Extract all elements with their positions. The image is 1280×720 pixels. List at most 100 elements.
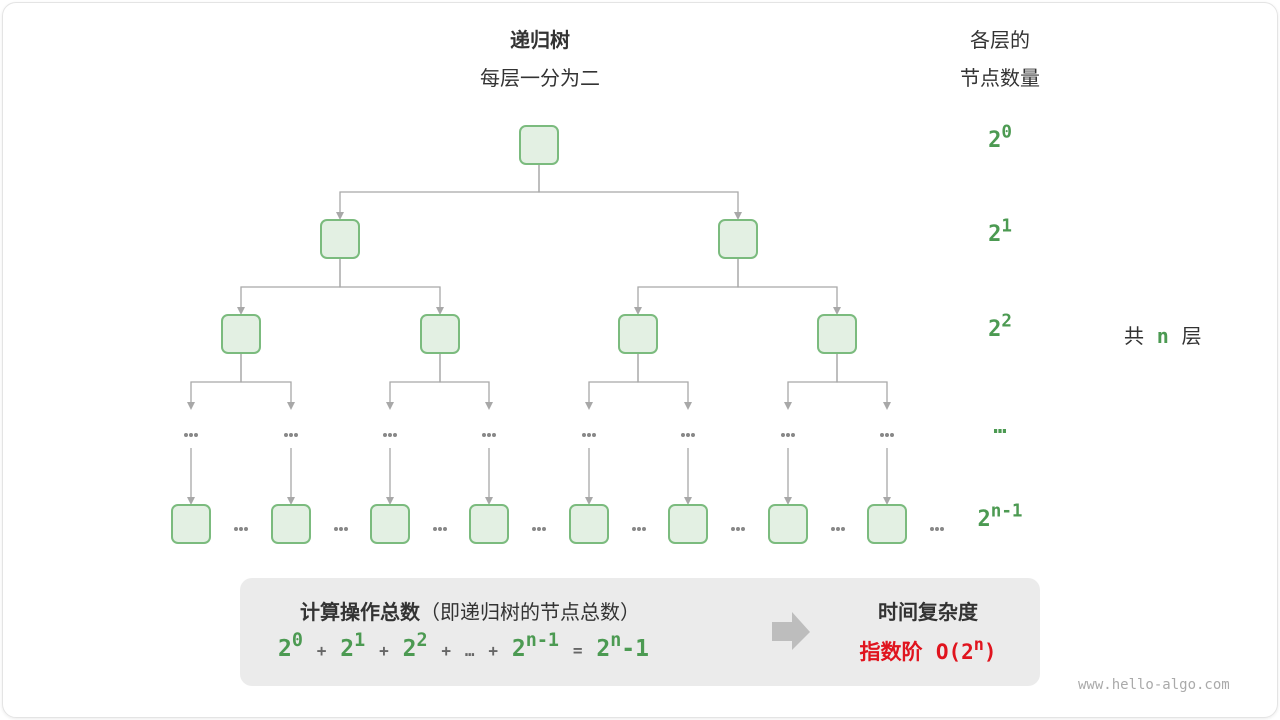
ellipsis-dot — [786, 433, 790, 437]
arrow-head — [734, 212, 742, 220]
arrow-head — [883, 402, 891, 410]
tree-node — [817, 314, 857, 354]
tree-edge — [538, 164, 739, 213]
tree-edge — [240, 258, 341, 308]
ellipsis-dot — [681, 433, 685, 437]
arrow-head — [237, 307, 245, 315]
arrow-head — [784, 497, 792, 505]
complexity-heading: 时间复杂度 — [878, 600, 978, 624]
ellipsis-dot — [637, 527, 641, 531]
total-layers-label: 共 n 层 — [1124, 324, 1202, 348]
ellipsis-dot — [686, 433, 690, 437]
ellipsis-dot — [935, 527, 939, 531]
tree-node — [569, 504, 609, 544]
tree-edge — [637, 353, 689, 403]
level-count-ellipsis: … — [993, 414, 1007, 439]
ellipsis-dot — [443, 527, 447, 531]
arrow-head — [386, 497, 394, 505]
ellipsis-dot — [587, 433, 591, 437]
arrow-head — [386, 402, 394, 410]
tree-node — [221, 314, 261, 354]
arrow-head — [684, 497, 692, 505]
ellipsis-dot — [880, 433, 884, 437]
ellipsis-dot — [791, 433, 795, 437]
ellipsis-dot — [532, 527, 536, 531]
ellipsis-dot — [339, 527, 343, 531]
ellipsis-dot — [582, 433, 586, 437]
ellipsis-dot — [284, 433, 288, 437]
complexity-value: 指数阶 O(2n) — [859, 633, 997, 664]
tree-node — [618, 314, 658, 354]
ellipsis-dot — [393, 433, 397, 437]
ellipsis-dot — [841, 527, 845, 531]
tree-edge — [339, 258, 441, 308]
arrow-head — [485, 402, 493, 410]
ellipsis-dot — [492, 433, 496, 437]
arrow-head — [684, 402, 692, 410]
tree-node — [768, 504, 808, 544]
level-count-last: 2n-1 — [977, 501, 1023, 532]
count-title-1: 各层的 — [970, 28, 1030, 52]
tree-edge — [339, 164, 540, 213]
ellipsis-dot — [836, 527, 840, 531]
arrow-head — [784, 402, 792, 410]
ellipsis-dot — [691, 433, 695, 437]
tree-edge — [787, 353, 838, 403]
tree-node — [370, 504, 410, 544]
ellipsis-dot — [885, 433, 889, 437]
ellipsis-dot — [184, 433, 188, 437]
tree-node — [519, 125, 559, 165]
arrow-head — [436, 307, 444, 315]
ellipsis-dot — [234, 527, 238, 531]
tree-node — [320, 219, 360, 259]
arrow-head — [634, 307, 642, 315]
ellipsis-dot — [741, 527, 745, 531]
arrow-head — [187, 497, 195, 505]
ellipsis-dot — [736, 527, 740, 531]
arrow-head — [485, 497, 493, 505]
ellipsis-dot — [334, 527, 338, 531]
ellipsis-dot — [294, 433, 298, 437]
tree-edge — [737, 258, 838, 308]
ellipsis-dot — [592, 433, 596, 437]
ellipsis-dot — [930, 527, 934, 531]
ellipsis-dot — [244, 527, 248, 531]
ellipsis-dot — [831, 527, 835, 531]
arrow-head — [287, 402, 295, 410]
ellipsis-dot — [344, 527, 348, 531]
ellipsis-dot — [632, 527, 636, 531]
arrow-head — [585, 402, 593, 410]
diagram-title: 递归树 — [510, 28, 570, 52]
ellipsis-dot — [189, 433, 193, 437]
ellipsis-dot — [194, 433, 198, 437]
ellipsis-dot — [487, 433, 491, 437]
tree-edge — [240, 353, 292, 403]
tree-edge — [389, 353, 441, 403]
ellipsis-dot — [537, 527, 541, 531]
tree-node — [420, 314, 460, 354]
arrow-head — [883, 497, 891, 505]
ellipsis-dot — [482, 433, 486, 437]
ellipsis-dot — [890, 433, 894, 437]
ellipsis-dot — [433, 527, 437, 531]
count-title-2: 节点数量 — [960, 66, 1040, 90]
ops-heading: 计算操作总数（即递归树的节点总数） — [300, 600, 640, 624]
level-count-2: 22 — [988, 311, 1012, 342]
ellipsis-dot — [239, 527, 243, 531]
tree-edge — [190, 353, 242, 403]
tree-node — [867, 504, 907, 544]
ellipsis-dot — [438, 527, 442, 531]
summary-box — [240, 578, 1040, 686]
ellipsis-dot — [940, 527, 944, 531]
tree-node — [668, 504, 708, 544]
tree-edge — [439, 353, 490, 403]
ops-formula: 20 + 21 + 22 + … + 2n-1 = 2n-1 — [278, 629, 649, 662]
diagram-subtitle: 每层一分为二 — [480, 66, 600, 90]
level-count-1: 21 — [988, 216, 1012, 247]
ellipsis-dot — [731, 527, 735, 531]
ellipsis-dot — [781, 433, 785, 437]
tree-node — [469, 504, 509, 544]
arrow-head — [585, 497, 593, 505]
